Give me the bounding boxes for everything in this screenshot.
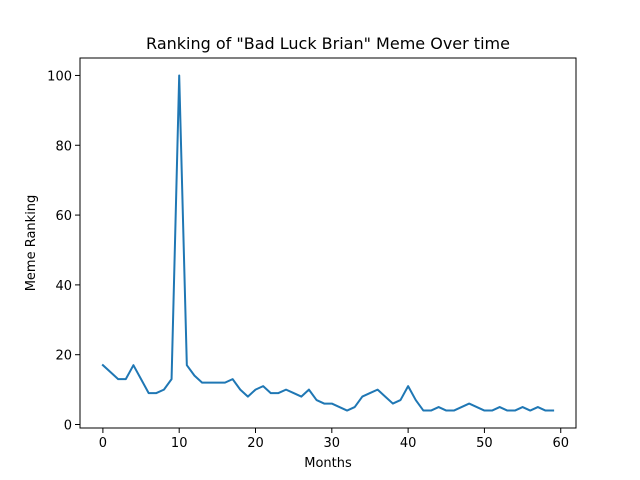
x-tick-label: 30 [324,436,341,451]
y-tick-label: 80 [55,139,72,154]
axes-frame [79,57,577,429]
x-tick-label: 20 [247,436,264,451]
y-tick-label: 40 [55,279,72,294]
series-line [101,74,555,412]
y-axis-label: Meme Ranking [24,195,39,292]
x-tick-label: 40 [400,436,417,451]
y-tick-label: 20 [55,349,72,364]
y-axis: 0 20 40 60 80 100 [47,69,80,434]
x-tick-label: 10 [171,436,188,451]
x-axis: 0 10 20 30 40 50 60 [99,428,569,451]
x-tick-label: 60 [552,436,569,451]
x-axis-label: Months [304,456,352,471]
y-tick-label: 60 [55,209,72,224]
y-tick-label: 0 [64,419,72,434]
y-tick-label: 100 [47,69,72,84]
chart-title: Ranking of "Bad Luck Brian" Meme Over ti… [146,34,510,53]
plot-area [101,74,555,412]
x-tick-label: 0 [99,436,107,451]
x-tick-label: 50 [476,436,493,451]
